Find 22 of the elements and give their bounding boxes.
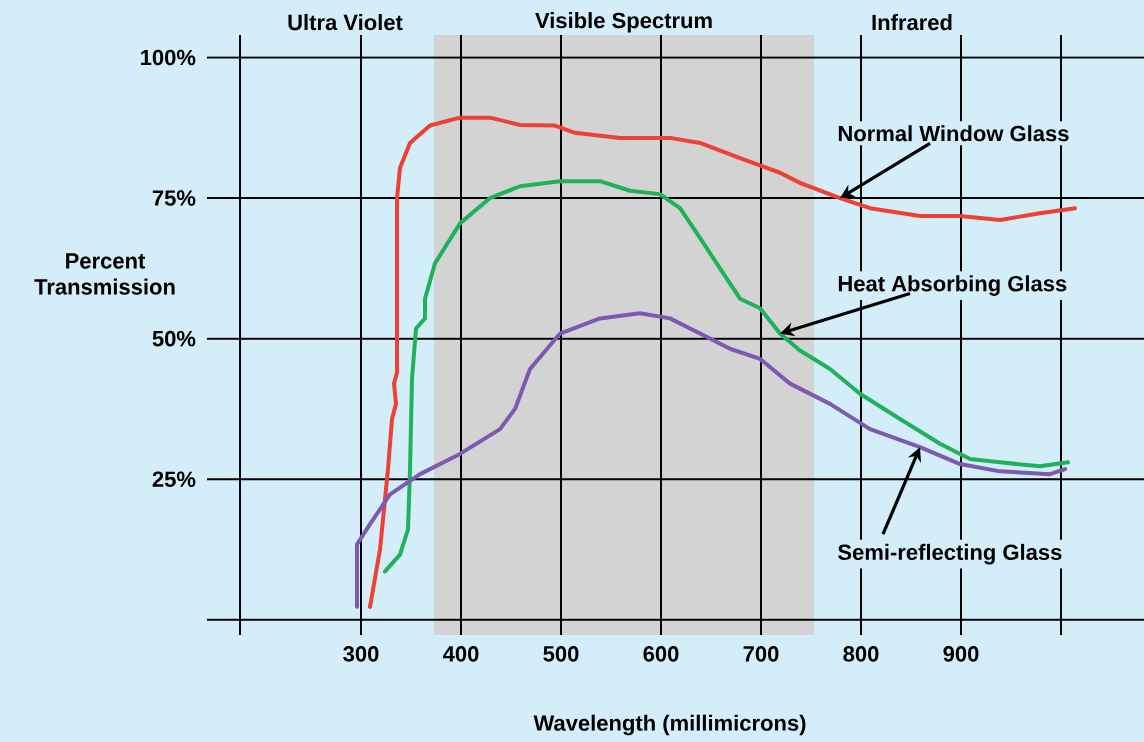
y-tick-label: 100% <box>141 49 196 66</box>
text: Ultra Violet <box>288 14 403 31</box>
y-tick-label: 75% <box>152 190 196 206</box>
x-tick-label: 700 <box>743 646 779 662</box>
x-tick-label: 300 <box>343 646 379 662</box>
annotation: Heat Absorbing Glass <box>838 275 1067 296</box>
line-series <box>383 179 1071 574</box>
x-tick-label: 600 <box>643 646 679 662</box>
band-label: Visible Spectrum <box>535 12 712 33</box>
x-tick-label: 900 <box>943 646 979 662</box>
y-tick-label: 50% <box>152 330 196 347</box>
line-series <box>368 115 1078 609</box>
annotation: Normal Window Glass <box>838 125 1069 142</box>
x-axis-title: Wavelength (millimicrons) <box>533 714 806 736</box>
line-series <box>355 311 1068 609</box>
x-tick-label: 500 <box>543 646 579 662</box>
y-tick-label: 25% <box>152 471 196 488</box>
x-tick-label: 400 <box>443 646 479 662</box>
y-axis-title: Percent Transmission <box>34 253 175 295</box>
text: Infrared <box>872 14 952 31</box>
annotation: Semi-reflecting Glass <box>838 543 1062 565</box>
x-tick-label: 800 <box>843 646 879 662</box>
